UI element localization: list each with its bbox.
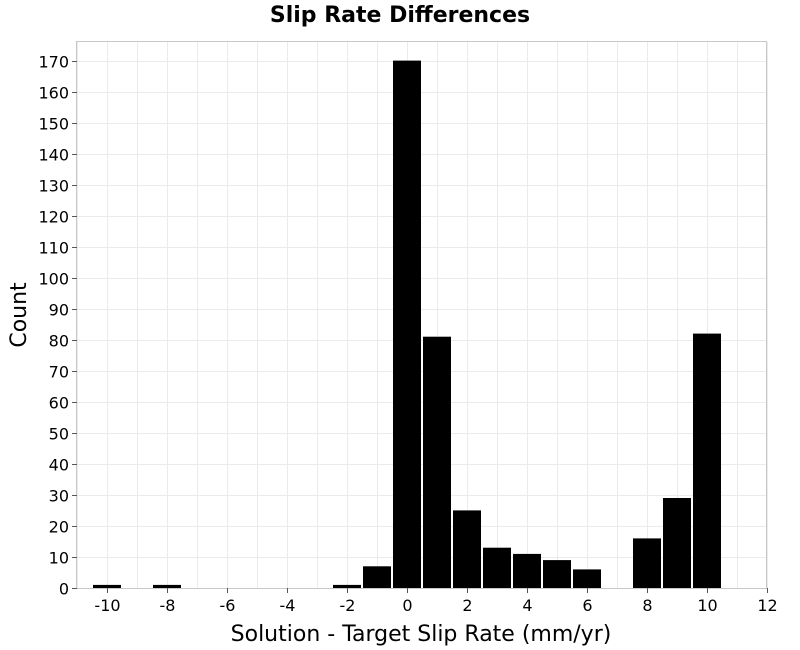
histogram-bar	[363, 566, 391, 588]
y-tick-label: 0	[59, 580, 69, 599]
y-tick-label: 90	[49, 301, 69, 320]
x-tick-label: 12	[757, 596, 777, 615]
y-tick-label: 80	[49, 332, 69, 351]
y-tick-label: 120	[38, 208, 69, 227]
y-axis-label: Count	[7, 282, 32, 348]
x-tick-label: 10	[697, 596, 717, 615]
chart-title: Slip Rate Differences	[270, 3, 530, 28]
y-tick-label: 150	[38, 115, 69, 134]
x-axis-ticks: -10 -8 -6 -4 -2 0 2 4 6 8 10 12	[94, 588, 778, 615]
y-tick-label: 70	[49, 363, 69, 382]
y-axis-ticks: 0 10 20 30 40 50 60 70 80 90 100 110 120 130 140 150 160…	[38, 53, 77, 599]
x-tick-label: -4	[280, 596, 296, 615]
x-tick-label: -6	[220, 596, 236, 615]
y-tick-label: 60	[49, 394, 69, 413]
y-tick-label: 50	[49, 425, 69, 444]
y-tick-label: 170	[38, 53, 69, 72]
x-tick-label: -10	[94, 596, 120, 615]
y-tick-label: 110	[38, 239, 69, 258]
histogram-bar	[573, 569, 601, 588]
bars	[93, 60, 721, 589]
y-tick-label: 140	[38, 146, 69, 165]
histogram-bar	[333, 584, 361, 588]
histogram-bar	[663, 498, 691, 588]
histogram-bar	[633, 538, 661, 588]
histogram-bar	[543, 560, 571, 588]
histogram-bar	[423, 336, 451, 588]
histogram-bar	[393, 60, 421, 589]
x-tick-label: 6	[582, 596, 592, 615]
x-tick-label: 8	[642, 596, 652, 615]
plot-frame	[76, 41, 767, 589]
histogram-bar	[93, 584, 121, 588]
y-tick-label: 30	[49, 487, 69, 506]
histogram-bar	[483, 547, 511, 588]
y-tick-label: 100	[38, 270, 69, 289]
y-tick-label: 130	[38, 177, 69, 196]
histogram-bar	[513, 553, 541, 588]
x-tick-label: -8	[160, 596, 176, 615]
x-axis-label: Solution - Target Slip Rate (mm/yr)	[231, 622, 612, 647]
x-tick-label: 0	[402, 596, 412, 615]
histogram-bar	[153, 584, 181, 588]
histogram-bar	[453, 510, 481, 588]
x-tick-label: 4	[522, 596, 532, 615]
histogram-bar	[693, 333, 721, 588]
y-tick-label: 10	[49, 549, 69, 568]
y-tick-label: 20	[49, 518, 69, 537]
x-tick-label: -2	[340, 596, 356, 615]
y-tick-label: 160	[38, 84, 69, 103]
x-tick-label: 2	[462, 596, 472, 615]
y-tick-label: 40	[49, 456, 69, 475]
